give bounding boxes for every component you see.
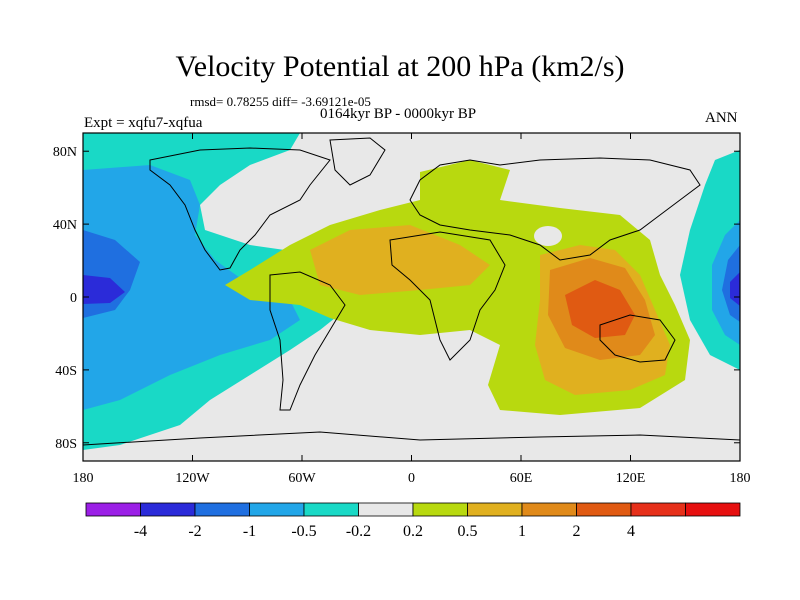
lon-tick-label: 120E [616,471,646,486]
colorbar-label: -2 [188,523,201,540]
lat-tick-label: 0 [70,291,77,306]
field-neg-2 [83,275,125,304]
colorbar-swatch [140,502,196,517]
period-text: 0164kyr BP - 0000kyr BP [320,106,477,122]
season-label: ANN [705,110,738,126]
colorbar-label: 2 [573,523,581,540]
lon-tick-label: 180 [73,471,94,486]
colorbar-label: -1 [243,523,256,540]
plot-title: Velocity Potential at 200 hPa (km2/s) [175,50,625,83]
colorbar-swatch [521,502,577,517]
lat-tick-label: 80S [55,437,77,452]
colorbar-swatch [249,502,305,517]
lat-tick-label: 80N [53,145,77,160]
coast-europe-asia [409,157,701,261]
lon-axis: 180 120W 60W 0 60E 120E 180 [73,133,751,486]
colorbar-swatch [467,502,523,517]
coast-antarctica [83,431,740,446]
colorbar-swatch [85,502,141,517]
field-pos-0.5 [310,225,490,295]
coast-africa [389,231,506,361]
colorbar-label: 4 [627,523,635,540]
colorbar-label: -0.5 [291,523,316,540]
colorbar-label: 0.5 [458,523,478,540]
colorbar-swatch [576,502,632,517]
colorbar-swatch [685,502,741,517]
lat-tick-label: 40N [53,218,77,233]
experiment-label: Expt = xqfu7-xqfua [84,115,203,131]
contour-field [83,133,740,461]
stats-text: rmsd= 0.78255 diff= -3.69121e-05 [190,94,371,109]
lat-axis: 80N 40N 0 40S 80S [53,145,740,452]
field-hole [534,226,562,246]
colorbar-label: -0.2 [346,523,371,540]
colorbar-swatch [194,502,250,517]
colorbar-swatch [412,502,468,517]
lon-tick-label: 120W [175,471,210,486]
coast-north-america [149,147,331,271]
colorbar-swatch [358,502,414,517]
colorbar: -4 -2 -1 -0.5 -0.2 0.2 0.5 1 2 4 [85,502,741,540]
lon-tick-label: 180 [730,471,751,486]
field-pos-2 [565,280,635,338]
colorbar-label: 0.2 [403,523,423,540]
coast-greenland [329,137,386,186]
colorbar-swatch [303,502,359,517]
colorbar-swatch [630,502,686,517]
colorbar-label: -4 [134,523,147,540]
coastlines [83,137,740,446]
coast-australia [599,314,676,363]
colorbar-label: 1 [518,523,526,540]
lat-tick-label: 40S [55,364,77,379]
lon-tick-label: 60W [288,471,316,486]
lon-tick-label: 60E [510,471,533,486]
coast-south-america [269,271,346,411]
field-neg-0.5 [83,165,300,410]
lon-tick-label: 0 [408,471,415,486]
